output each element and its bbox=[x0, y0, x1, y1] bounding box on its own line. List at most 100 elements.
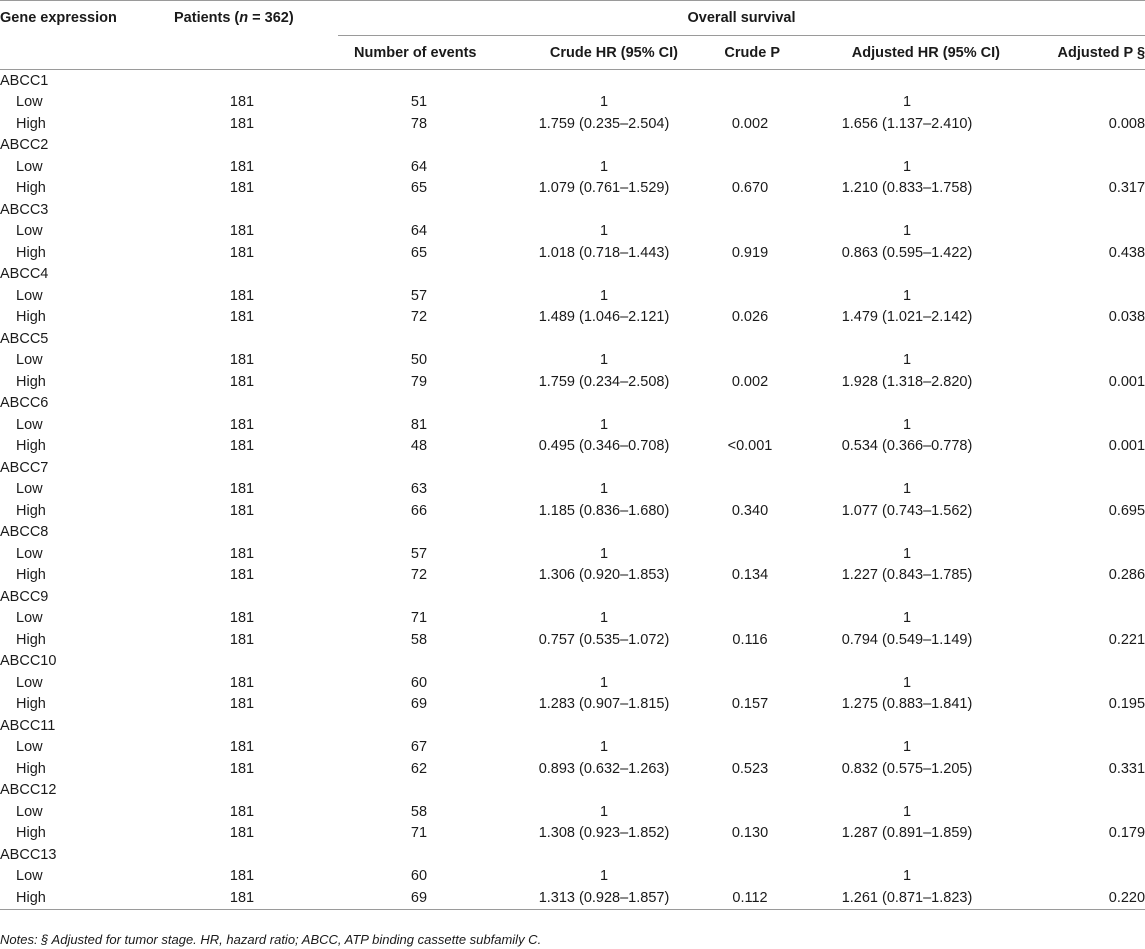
patients-cell: 181 bbox=[229, 94, 255, 111]
table-row: Low 181 50 1 1 bbox=[0, 350, 1145, 372]
gene-name: ABCC6 bbox=[0, 395, 49, 412]
adjusted-p-cell bbox=[1012, 737, 1145, 759]
crude-p-cell: <0.001 bbox=[727, 438, 773, 455]
table-row: Low 181 60 1 1 bbox=[0, 672, 1145, 694]
table-row: Low 181 81 1 1 bbox=[0, 414, 1145, 436]
adjusted-p-cell: 0.695 bbox=[1108, 502, 1145, 519]
events-cell: 60 bbox=[410, 674, 428, 691]
expression-level: High bbox=[16, 244, 46, 261]
crude-p-cell: 0.670 bbox=[731, 180, 769, 197]
adjusted-hr-cell: 1.479 (1.021–2.142) bbox=[841, 309, 973, 326]
crude-hr-cell: 1.759 (0.234–2.508) bbox=[538, 373, 670, 390]
adjusted-p-cell bbox=[1012, 285, 1145, 307]
gene-row: ABCC6 bbox=[0, 393, 1145, 415]
events-cell: 72 bbox=[410, 567, 428, 584]
header-adjusted-p: Adjusted P § bbox=[1057, 44, 1145, 61]
crude-hr-cell: 1.306 (0.920–1.853) bbox=[538, 567, 670, 584]
expression-level: Low bbox=[16, 352, 43, 369]
header-adjusted-hr: Adjusted HR (95% CI) bbox=[851, 44, 1000, 61]
table-row: Low 181 63 1 1 bbox=[0, 479, 1145, 501]
adjusted-hr-cell: 1 bbox=[902, 223, 912, 240]
expression-level: Low bbox=[16, 416, 43, 433]
gene-row: ABCC4 bbox=[0, 264, 1145, 286]
adjusted-hr-cell: 1 bbox=[902, 739, 912, 756]
crude-hr-cell: 1 bbox=[599, 803, 609, 820]
patients-cell: 181 bbox=[229, 631, 255, 648]
events-cell: 71 bbox=[410, 825, 428, 842]
events-cell: 57 bbox=[410, 545, 428, 562]
crude-hr-cell: 1.759 (0.235–2.504) bbox=[538, 115, 670, 132]
patients-cell: 181 bbox=[229, 696, 255, 713]
table-row: Low 181 71 1 1 bbox=[0, 608, 1145, 630]
crude-hr-cell: 1 bbox=[599, 94, 609, 111]
gene-name: ABCC13 bbox=[0, 846, 57, 863]
patients-cell: 181 bbox=[229, 674, 255, 691]
table-notes: Notes: § Adjusted for tumor stage. HR, h… bbox=[0, 932, 542, 947]
expression-level: Low bbox=[16, 287, 43, 304]
adjusted-hr-cell: 1.261 (0.871–1.823) bbox=[790, 887, 1012, 910]
adjusted-hr-cell: 1.656 (1.137–2.410) bbox=[841, 115, 973, 132]
table-row: High 181 65 1.018 (0.718–1.443) 0.919 0.863 (… bbox=[0, 242, 1145, 264]
expression-level: Low bbox=[16, 739, 43, 756]
header-row-1: Gene expression Patients (n = 362) Overa… bbox=[0, 0, 1145, 70]
expression-level: High bbox=[16, 567, 46, 584]
table-row: High 181 78 1.759 (0.235–2.504) 0.002 1.656 (… bbox=[0, 113, 1145, 135]
crude-p-cell: 0.340 bbox=[731, 502, 769, 519]
expression-level: Low bbox=[16, 545, 43, 562]
gene-name: ABCC1 bbox=[0, 72, 49, 89]
expression-level: High bbox=[16, 309, 46, 326]
crude-hr-cell: 1.283 (0.907–1.815) bbox=[538, 696, 670, 713]
gene-row: ABCC9 bbox=[0, 586, 1145, 608]
gene-row: ABCC7 bbox=[0, 457, 1145, 479]
adjusted-p-cell: 0.221 bbox=[1108, 631, 1145, 648]
events-cell: 66 bbox=[410, 502, 428, 519]
crude-p-cell: 0.002 bbox=[731, 115, 769, 132]
adjusted-hr-cell: 1 bbox=[902, 868, 912, 885]
crude-hr-cell: 1 bbox=[599, 674, 609, 691]
patients-cell: 181 bbox=[229, 825, 255, 842]
patients-cell: 181 bbox=[229, 158, 255, 175]
crude-p-cell bbox=[690, 801, 790, 823]
gene-row: ABCC8 bbox=[0, 522, 1145, 544]
table-row: Low 181 64 1 1 bbox=[0, 156, 1145, 178]
crude-p-cell bbox=[690, 479, 790, 501]
table-row: High 181 71 1.308 (0.923–1.852) 0.130 1.287 (… bbox=[0, 823, 1145, 845]
adjusted-p-cell bbox=[1012, 801, 1145, 823]
crude-p-cell bbox=[690, 866, 790, 888]
gene-name: ABCC11 bbox=[0, 717, 56, 734]
adjusted-hr-cell: 1 bbox=[902, 287, 912, 304]
events-cell: 71 bbox=[410, 610, 428, 627]
adjusted-hr-cell: 1 bbox=[902, 481, 912, 498]
gene-name: ABCC3 bbox=[0, 201, 49, 218]
events-cell: 67 bbox=[410, 739, 428, 756]
table-row: High 181 79 1.759 (0.234–2.508) 0.002 1.928 (… bbox=[0, 371, 1145, 393]
crude-hr-cell: 1.489 (1.046–2.121) bbox=[538, 309, 670, 326]
adjusted-hr-cell: 1.227 (0.843–1.785) bbox=[841, 567, 973, 584]
patients-cell: 181 bbox=[229, 739, 255, 756]
patients-cell: 181 bbox=[229, 373, 255, 390]
gene-name: ABCC5 bbox=[0, 330, 49, 347]
expression-level: High bbox=[16, 760, 46, 777]
crude-p-cell: 0.157 bbox=[731, 696, 769, 713]
crude-p-cell bbox=[690, 92, 790, 114]
patients-cell: 181 bbox=[229, 502, 255, 519]
crude-hr-cell: 1 bbox=[599, 158, 609, 175]
survival-table: Gene expression Patients (n = 362) Overa… bbox=[0, 0, 1145, 910]
table-row: High 181 69 1.313 (0.928–1.857) 0.112 1.261 (… bbox=[0, 887, 1145, 910]
adjusted-p-cell: 0.179 bbox=[1108, 825, 1145, 842]
crude-p-cell bbox=[690, 672, 790, 694]
table-row: Low 181 60 1 1 bbox=[0, 866, 1145, 888]
patients-cell: 181 bbox=[229, 244, 255, 261]
events-cell: 81 bbox=[410, 416, 428, 433]
expression-level: Low bbox=[16, 868, 43, 885]
crude-p-cell: 0.134 bbox=[731, 567, 769, 584]
adjusted-hr-cell: 0.794 (0.549–1.149) bbox=[841, 631, 973, 648]
expression-level: High bbox=[16, 825, 46, 842]
events-cell: 64 bbox=[410, 223, 428, 240]
gene-row: ABCC12 bbox=[0, 780, 1145, 802]
patients-cell: 181 bbox=[229, 760, 255, 777]
expression-level: High bbox=[16, 696, 46, 713]
crude-p-cell: 0.002 bbox=[731, 373, 769, 390]
crude-hr-cell: 1 bbox=[599, 416, 609, 433]
patients-cell: 181 bbox=[229, 545, 255, 562]
